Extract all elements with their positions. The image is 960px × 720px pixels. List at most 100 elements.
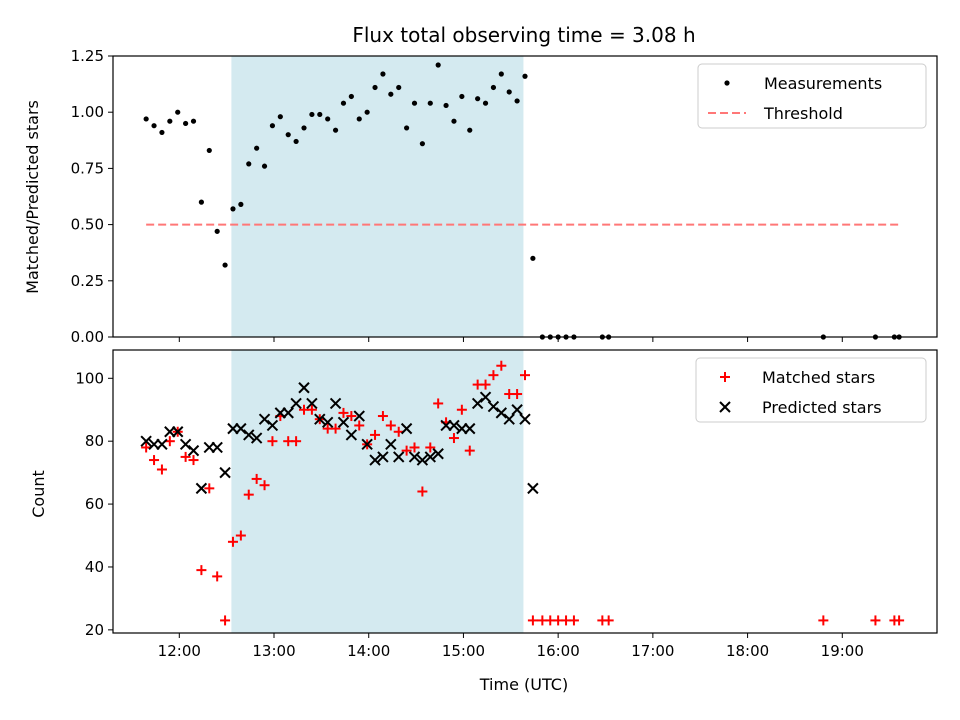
bottom-series-matched-stars-point — [488, 370, 499, 381]
bottom-legend-predicted-stars-swatch — [719, 401, 731, 413]
bottom-series-matched-stars-point — [196, 565, 207, 576]
bottom-series-matched-stars-point — [330, 423, 341, 434]
bottom-series-predicted-stars-point — [314, 413, 326, 425]
bottom-series-matched-stars-point — [512, 389, 523, 400]
top-series-measurements-point — [372, 84, 378, 91]
bottom-series-predicted-stars-point — [329, 397, 342, 410]
bottom-series-matched-stars-point — [603, 615, 614, 626]
x-tick-label: 19:00 — [821, 642, 864, 660]
bottom-series-matched-stars — [141, 360, 905, 626]
bottom-series-predicted-stars-point — [416, 454, 429, 466]
top-series-measurements — [143, 62, 902, 340]
bottom-series-predicted-stars-point — [503, 413, 515, 425]
bottom-legend-predicted-stars-label: Predicted stars — [762, 398, 882, 417]
top-series-measurements-point — [451, 118, 457, 124]
top-series-measurements-point — [293, 138, 299, 145]
bottom-series-matched-stars-point — [377, 411, 388, 422]
bottom-y-tick-label: 40 — [85, 558, 104, 576]
top-series-measurements-point — [522, 73, 528, 79]
bottom-series-predicted-stars-point — [448, 419, 460, 432]
top-series-measurements-point — [506, 89, 512, 95]
bottom-axes-frame — [112, 349, 938, 634]
bottom-legend-matched-stars-swatch — [720, 372, 730, 382]
bottom-series-matched-stars-point — [180, 451, 191, 462]
bottom-series-matched-stars-point — [251, 473, 262, 484]
bottom-series-predicted-stars-point — [211, 441, 223, 454]
top-series-measurements-point — [435, 62, 441, 68]
bottom-series-predicted-stars — [140, 382, 539, 495]
top-series-measurements-point — [380, 71, 386, 77]
bottom-series-matched-stars-point — [370, 429, 381, 440]
x-axis-label: Time (UTC) — [479, 675, 568, 694]
top-y-axis-label: Matched/Predicted stars — [23, 100, 42, 294]
bottom-series-matched-stars-point — [818, 615, 829, 626]
top-series-measurements-point — [340, 100, 347, 106]
bottom-series-predicted-stars-point — [298, 382, 310, 394]
top-y-tick-label: 0.50 — [71, 216, 104, 234]
bottom-series-matched-stars-point — [259, 480, 270, 491]
bottom-series-predicted-stars-point — [432, 448, 444, 460]
chart-title: Flux total observing time = 3.08 h — [352, 23, 695, 47]
top-series-measurements-point — [277, 114, 283, 120]
top-series-measurements-point — [206, 147, 212, 154]
bottom-series-matched-stars-point — [204, 483, 215, 494]
bottom-series-predicted-stars-point — [385, 438, 397, 451]
top-panel: 0.00 0.25 0.50 0.75 1.00 1.25 Measurements Thre… — [71, 47, 938, 346]
bottom-series-matched-stars-point — [235, 530, 246, 541]
bottom-series-predicted-stars-point — [282, 407, 294, 419]
top-series-measurements-point — [419, 141, 425, 147]
bottom-legend-matched-stars-label: Matched stars — [762, 368, 875, 387]
top-series-measurements-point — [498, 71, 504, 77]
top-y-tick-label: 0.00 — [71, 328, 104, 346]
bottom-series-predicted-stars-point — [140, 435, 152, 447]
top-series-measurements-point — [183, 120, 189, 127]
top-series-measurements-point — [175, 109, 181, 115]
bottom-series-matched-stars-point — [338, 407, 349, 418]
bottom-series-matched-stars-point — [243, 489, 254, 500]
bottom-y-tick-label: 20 — [85, 621, 104, 639]
bottom-series-predicted-stars-point — [361, 438, 373, 451]
bottom-y-tick-label: 60 — [85, 495, 104, 513]
bottom-series-predicted-stars-point — [479, 391, 492, 403]
top-y-tick-label: 0.25 — [71, 272, 104, 290]
bottom-series-matched-stars-point — [141, 442, 152, 453]
bottom-series-predicted-stars-point — [527, 482, 539, 495]
bottom-series-matched-stars-point — [164, 436, 175, 447]
top-legend — [697, 63, 927, 129]
bottom-series-predicted-stars-point — [337, 416, 350, 429]
top-series-measurements-point — [325, 116, 331, 122]
top-series-measurements-point — [356, 116, 362, 122]
top-series-measurements-point — [261, 163, 268, 169]
bottom-series-predicted-stars-point — [408, 451, 421, 463]
top-series-measurements-point — [388, 91, 394, 97]
top-legend-measurements-swatch — [724, 80, 730, 86]
bottom-series-predicted-stars-point — [464, 422, 476, 435]
bottom-series-predicted-stars-point — [321, 416, 334, 429]
bottom-series-predicted-stars-point — [471, 397, 484, 410]
bottom-series-matched-stars-point — [448, 433, 459, 444]
bottom-observing-window — [231, 350, 524, 633]
top-axes-frame — [112, 55, 938, 338]
bottom-series-predicted-stars-point — [369, 454, 381, 466]
bottom-series-predicted-stars-point — [219, 466, 231, 479]
top-series-measurements-point — [514, 98, 520, 104]
top-series-measurements-point — [396, 84, 402, 91]
bottom-series-matched-stars-point — [156, 464, 167, 475]
bottom-series-matched-stars-point — [149, 455, 160, 466]
top-series-measurements-point — [143, 116, 149, 122]
top-series-measurements-point — [530, 255, 536, 261]
top-series-measurements-point — [254, 145, 260, 151]
bottom-series-matched-stars-point — [306, 404, 317, 415]
bottom-series-matched-stars-point — [220, 615, 231, 626]
bottom-series-predicted-stars-point — [487, 400, 500, 413]
top-series-measurements-point — [317, 111, 323, 118]
bottom-series-matched-stars-point — [354, 420, 365, 431]
bottom-series-matched-stars-point — [212, 571, 223, 582]
bottom-series-predicted-stars-point — [195, 482, 208, 495]
x-tick-label: 17:00 — [631, 642, 674, 660]
top-series-measurements-point — [151, 123, 157, 129]
bottom-series-predicted-stars-point — [519, 413, 531, 425]
top-legend-measurements-label: Measurements — [764, 74, 882, 93]
top-y-tick-label: 1.00 — [71, 103, 104, 121]
bottom-series-matched-stars-point — [456, 404, 467, 415]
